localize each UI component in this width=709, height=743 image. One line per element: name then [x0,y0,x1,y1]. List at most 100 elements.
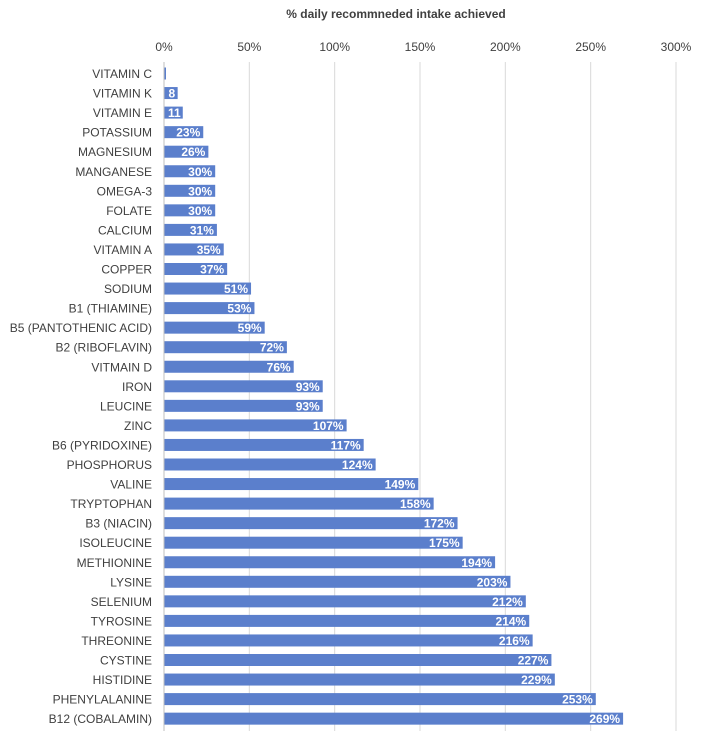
category-label: VITMAIN D [91,360,152,374]
bar [164,634,533,647]
category-label: B5 (PANTOTHENIC ACID) [10,321,152,335]
category-label: ISOLEUCINE [79,536,152,550]
data-label: 149% [385,478,416,492]
category-label: B3 (NIACIN) [85,517,152,531]
x-axis-ticks: 0% 50% 100% 150% 200% 250% 300% [155,40,691,54]
bar [164,419,347,432]
data-label: 51% [224,282,248,296]
data-label: 8 [168,87,175,101]
data-label: 37% [200,263,224,277]
category-label: LYSINE [110,575,152,589]
bar [164,380,323,393]
gridlines [248,62,677,731]
bar [164,712,624,725]
category-label: VITAMIN C [92,67,152,81]
category-label: VITAMIN K [93,87,152,101]
category-label: VITAMIN E [93,106,152,120]
bar [164,556,496,569]
bar [164,223,217,236]
data-label: 107% [313,419,344,433]
category-label: HISTIDINE [93,673,152,687]
bar [164,67,166,80]
data-label: 30% [188,204,212,218]
category-label: SODIUM [104,282,152,296]
bar [164,145,209,158]
category-label: TRYPTOPHAN [70,497,152,511]
data-label: 203% [477,575,508,589]
bar [164,341,287,354]
category-label: METHIONINE [77,556,152,570]
category-label: SELENIUM [91,595,152,609]
data-label: 253% [562,693,593,707]
data-label: 124% [342,458,373,472]
category-label: PHOSPHORUS [67,458,152,472]
category-label: CALCIUM [98,223,152,237]
category-label: B6 (PYRIDOXINE) [52,438,152,452]
bar [164,243,224,256]
data-label: 158% [400,497,431,511]
bar [164,517,458,530]
bar [164,204,216,217]
bar [164,399,323,412]
category-label: VALINE [110,478,152,492]
data-label: 214% [496,614,527,628]
bar [164,497,434,510]
chart-title: % daily recommneded intake achieved [286,7,505,21]
category-label: PHENYLALANINE [53,693,152,707]
bar [164,360,294,373]
x-tick-label: 300% [661,40,692,54]
x-tick-label: 250% [575,40,606,54]
data-label: 11 [168,106,181,120]
bars [164,67,624,725]
data-label: 59% [238,321,262,335]
data-label: 93% [296,380,320,394]
bar [164,654,552,666]
data-label: 227% [518,654,549,668]
category-label: LEUCINE [100,399,152,413]
bar [164,184,216,197]
bar [164,302,255,315]
category-label: ZINC [124,419,152,433]
data-label: 269% [589,712,620,726]
bar [164,536,463,549]
data-label: 35% [197,243,221,257]
category-label: FOLATE [106,204,152,218]
category-label: B1 (THIAMINE) [69,302,152,316]
data-label: 117% [331,438,361,452]
category-label: THREONINE [81,634,152,648]
category-labels: VITAMIN C VITAMIN K VITAMIN E POTASSIUM MAGN… [10,67,153,726]
bar [164,165,216,178]
x-tick-label: 0% [155,40,173,54]
data-label: 172% [424,517,455,531]
category-label: MAGNESIUM [78,145,152,159]
data-label: 26% [181,145,205,159]
x-tick-label: 100% [319,40,350,54]
bar [164,87,178,100]
data-label: 30% [188,165,212,179]
category-label: COPPER [101,263,152,277]
bar [164,614,530,627]
category-label: TYROSINE [91,614,152,628]
data-label: 72% [260,341,284,355]
data-label: 93% [296,399,320,413]
category-label: VITAMIN A [94,243,152,257]
category-label: OMEGA-3 [97,184,153,198]
data-label: 76% [267,360,291,374]
category-label: MANGANESE [75,165,152,179]
x-tick-label: 50% [237,40,261,54]
category-label: B12 (COBALAMIN) [49,712,152,726]
category-label: IRON [122,380,152,394]
bar [164,458,376,471]
bar [164,438,364,451]
x-tick-label: 200% [490,40,521,54]
data-label: 53% [227,302,251,316]
data-label: 229% [521,673,552,687]
bar [164,321,265,334]
category-label: B2 (RIBOFLAVIN) [56,341,152,355]
data-label: 212% [492,595,523,609]
data-label: 216% [499,634,530,648]
bar [164,693,596,706]
data-label: 194% [461,556,492,570]
bar [164,575,511,588]
